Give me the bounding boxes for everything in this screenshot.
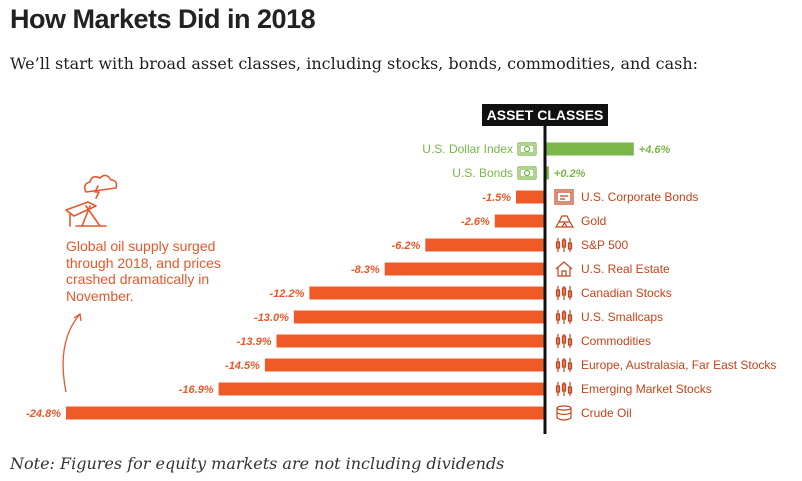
oil-rig-icon xyxy=(65,174,118,227)
bar xyxy=(384,262,545,276)
chart-header-label: ASSET CLASSES xyxy=(487,107,604,123)
annotation-arrow xyxy=(62,313,81,393)
value-label: -14.5% xyxy=(225,360,260,372)
page-title: How Markets Did in 2018 xyxy=(10,4,316,34)
oil-annotation: Global oil supply surged through 2018, a… xyxy=(66,238,221,304)
value-label: -12.2% xyxy=(270,288,305,300)
value-label: -16.9% xyxy=(179,384,214,396)
candlestick-icon xyxy=(555,358,573,372)
bar xyxy=(545,166,549,180)
page-subtitle: We’ll start with broad asset classes, in… xyxy=(10,54,699,73)
value-label: +4.6% xyxy=(639,144,671,156)
value-label: -13.9% xyxy=(237,336,272,348)
bar xyxy=(516,190,545,204)
certificate-icon xyxy=(554,189,574,205)
candlestick-icon xyxy=(555,238,573,252)
bar xyxy=(66,406,545,420)
candlestick-icon xyxy=(555,382,573,396)
category-label: U.S. Dollar Index xyxy=(422,142,513,156)
bar xyxy=(218,382,545,396)
bar xyxy=(293,310,545,324)
house-icon xyxy=(555,261,573,277)
cash-icon xyxy=(517,142,537,156)
category-label: U.S. Real Estate xyxy=(581,262,670,276)
value-label: -8.3% xyxy=(351,264,380,276)
bar xyxy=(309,286,545,300)
category-label: S&P 500 xyxy=(581,238,628,252)
value-label: -1.5% xyxy=(482,192,511,204)
candlestick-icon xyxy=(555,286,573,300)
candlestick-icon xyxy=(555,310,573,324)
value-label: -6.2% xyxy=(392,240,421,252)
bar xyxy=(264,358,545,372)
bar xyxy=(425,238,545,252)
value-label: -13.0% xyxy=(254,312,289,324)
bar xyxy=(494,214,545,228)
category-label: U.S. Smallcaps xyxy=(581,310,663,324)
annotation-arrowhead xyxy=(73,312,82,322)
category-label: Emerging Market Stocks xyxy=(581,382,712,396)
category-label: Canadian Stocks xyxy=(581,286,672,300)
oil-barrel-icon xyxy=(556,405,572,421)
category-label: U.S. Corporate Bonds xyxy=(581,190,698,204)
chart-header-box xyxy=(482,104,608,126)
value-label: +0.2% xyxy=(554,168,586,180)
footnote: Note: Figures for equity markets are not… xyxy=(10,454,505,473)
candlestick-icon xyxy=(555,334,573,348)
category-label: Commodities xyxy=(581,334,651,348)
value-label: -2.6% xyxy=(461,216,490,228)
bar xyxy=(545,142,634,156)
bar xyxy=(276,334,545,348)
gold-bars-icon xyxy=(554,215,575,228)
value-label: -24.8% xyxy=(26,408,61,420)
category-label: Crude Oil xyxy=(581,406,632,420)
category-label: Europe, Australasia, Far East Stocks xyxy=(581,358,776,372)
cash-icon xyxy=(517,166,537,180)
category-label: U.S. Bonds xyxy=(452,166,513,180)
category-label: Gold xyxy=(581,214,606,228)
